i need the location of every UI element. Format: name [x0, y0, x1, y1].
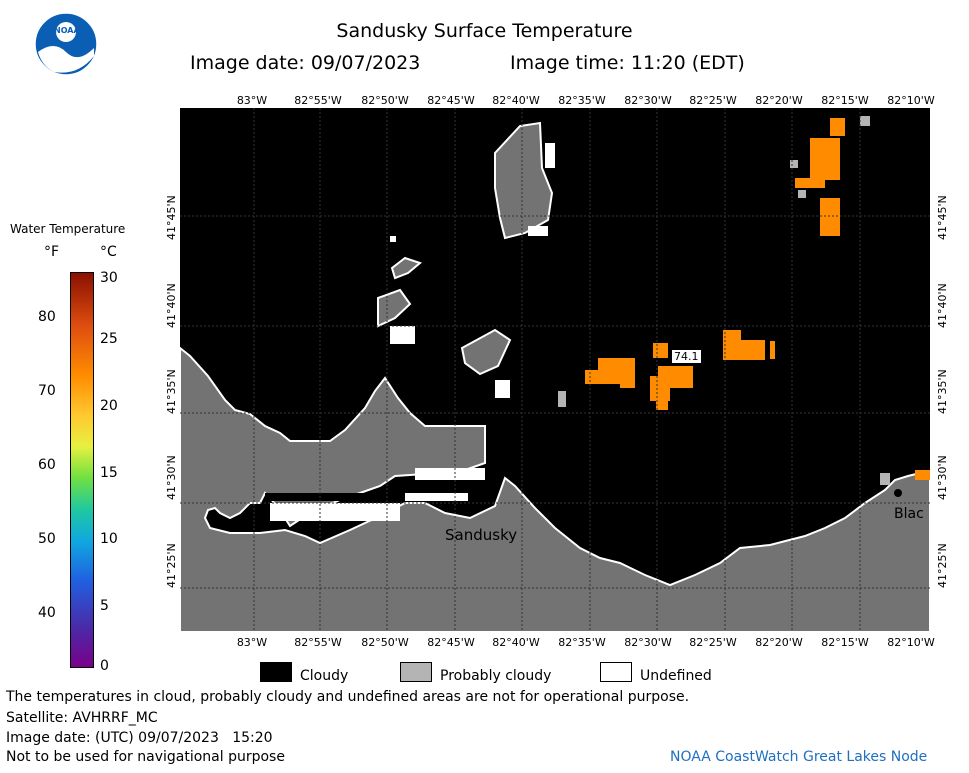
- lon-label: 82°20'W: [755, 94, 803, 107]
- lon-label: 82°35'W: [558, 94, 606, 107]
- footer-credit: NOAA CoastWatch Great Lakes Node: [670, 749, 928, 765]
- lat-label: 41°40'N: [936, 283, 949, 328]
- image-time: Image time: 11:20 (EDT): [510, 52, 745, 74]
- lon-label: 82°40'W: [492, 636, 540, 649]
- lat-label: 41°30'N: [936, 455, 949, 500]
- logo-text: NOAA: [54, 26, 80, 35]
- undefined-area: [415, 468, 485, 480]
- image-date: Image date: 09/07/2023: [190, 52, 421, 74]
- lat-label: 41°25'N: [165, 543, 178, 588]
- temp-readout: 74.1: [672, 350, 701, 363]
- swatch-cloudy: [260, 662, 292, 682]
- legend-f-tick: 60: [38, 457, 56, 473]
- small-island: [460, 328, 512, 376]
- footer-satellite: Satellite: AVHRRF_MC: [6, 710, 158, 726]
- lon-label: 82°10'W: [887, 94, 935, 107]
- legend-f-tick: 50: [38, 531, 56, 547]
- key-undefined: Undefined: [640, 668, 712, 684]
- place-sandusky: Sandusky: [445, 526, 518, 544]
- lon-label: 82°50'W: [361, 94, 409, 107]
- footer-utc-date: Image date: (UTC) 09/07/2023 15:20: [6, 730, 273, 746]
- lat-label: 41°25'N: [936, 543, 949, 588]
- lon-label: 82°50'W: [361, 636, 409, 649]
- undefined-area: [270, 503, 400, 521]
- lon-label: 82°45'W: [427, 636, 475, 649]
- lat-label: 41°45'N: [936, 195, 949, 240]
- footer-nav-warning: Not to be used for navigational purpose: [6, 749, 285, 765]
- lon-label: 82°10'W: [887, 636, 935, 649]
- lon-label: 82°55'W: [294, 636, 342, 649]
- lat-label: 41°40'N: [165, 283, 178, 328]
- swatch-probably-cloudy: [400, 662, 432, 682]
- mainland: [179, 345, 931, 633]
- small-island: [390, 256, 423, 280]
- lat-label: 41°30'N: [165, 455, 178, 500]
- map-frame: 74.1 Sandusky Blac: [179, 108, 931, 633]
- legend-f-tick: 80: [38, 309, 56, 325]
- legend-c-tick: 30: [100, 270, 118, 286]
- lat-label: 41°35'N: [936, 369, 949, 414]
- swatch-undefined: [600, 662, 632, 682]
- legend-c-tick: 20: [100, 398, 118, 414]
- lon-label: 82°15'W: [821, 636, 869, 649]
- lon-label: 82°30'W: [624, 94, 672, 107]
- legend-unit-c: °C: [100, 244, 117, 260]
- noaa-logo: NOAA: [34, 12, 98, 76]
- lon-label: 82°20'W: [755, 636, 803, 649]
- legend-c-tick: 15: [100, 465, 118, 481]
- legend-colorbar: [70, 272, 94, 668]
- lat-label: 41°45'N: [165, 195, 178, 240]
- lat-label: 41°35'N: [165, 369, 178, 414]
- legend-c-tick: 10: [100, 531, 118, 547]
- page-title: Sandusky Surface Temperature: [336, 20, 633, 42]
- kelleys-island: [494, 121, 554, 240]
- lon-label: 83°W: [236, 636, 268, 649]
- lon-label: 82°40'W: [492, 94, 540, 107]
- key-cloudy: Cloudy: [300, 668, 349, 684]
- lon-label: 82°15'W: [821, 94, 869, 107]
- lon-label: 82°35'W: [558, 636, 606, 649]
- legend-c-tick: 25: [100, 331, 118, 347]
- small-island: [377, 288, 412, 328]
- lon-label: 83°W: [236, 94, 268, 107]
- lon-label: 82°55'W: [294, 94, 342, 107]
- lon-label: 82°25'W: [689, 636, 737, 649]
- legend-unit-f: °F: [44, 244, 60, 260]
- legend-f-tick: 70: [38, 383, 56, 399]
- legend-c-tick: 0: [100, 658, 109, 674]
- legend-f-tick: 40: [38, 605, 56, 621]
- key-probably-cloudy: Probably cloudy: [440, 668, 552, 684]
- map-canvas: [179, 108, 931, 633]
- legend-c-tick: 5: [100, 598, 109, 614]
- place-black-river: Blac: [894, 506, 924, 522]
- lon-label: 82°30'W: [624, 636, 672, 649]
- legend-title: Water Temperature: [10, 222, 126, 236]
- warm-water-patches: [585, 118, 845, 410]
- footer-note: The temperatures in cloud, probably clou…: [6, 689, 690, 705]
- lon-label: 82°45'W: [427, 94, 475, 107]
- lon-label: 82°25'W: [689, 94, 737, 107]
